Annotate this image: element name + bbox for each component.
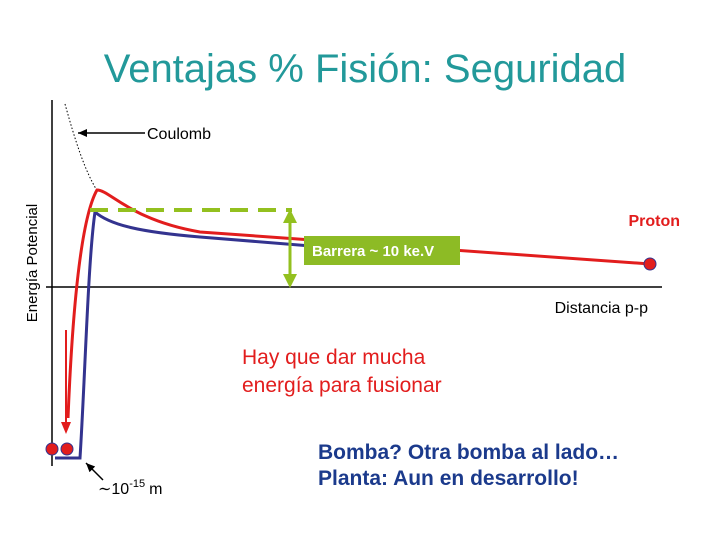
barrier-box bbox=[304, 236, 460, 265]
proton-label: Proton bbox=[628, 213, 680, 230]
range-label: ∼10-15 m bbox=[98, 478, 162, 498]
range-unit: m bbox=[149, 481, 162, 498]
range-prefix: ∼10 bbox=[98, 481, 129, 498]
note-line: Bomba? Otra bomba al lado… bbox=[318, 441, 619, 464]
proton-dot bbox=[45, 442, 59, 456]
slide-title: Ventajas % Fisión: Seguridad bbox=[104, 47, 627, 91]
proton-dot bbox=[643, 257, 657, 271]
proton-dot bbox=[60, 442, 74, 456]
note-line: energía para fusionar bbox=[242, 374, 442, 397]
note-line: Hay que dar mucha bbox=[242, 346, 426, 369]
barrier-label: Barrera ~ 10 ke.V bbox=[312, 243, 434, 260]
distance-label: Distancia p-p bbox=[555, 300, 648, 317]
proton-curve bbox=[66, 188, 651, 419]
range-exponent: -15 bbox=[129, 478, 145, 490]
nuclear-potential-curve bbox=[55, 209, 461, 460]
descent-arrowhead bbox=[61, 422, 71, 434]
coulomb-label: Coulomb bbox=[147, 126, 211, 143]
coulomb-curve bbox=[64, 103, 99, 193]
range-arrow bbox=[85, 462, 104, 481]
y-axis-label: Energía Potencial bbox=[24, 204, 41, 322]
note-line: Planta: Aun en desarrollo! bbox=[318, 467, 579, 490]
